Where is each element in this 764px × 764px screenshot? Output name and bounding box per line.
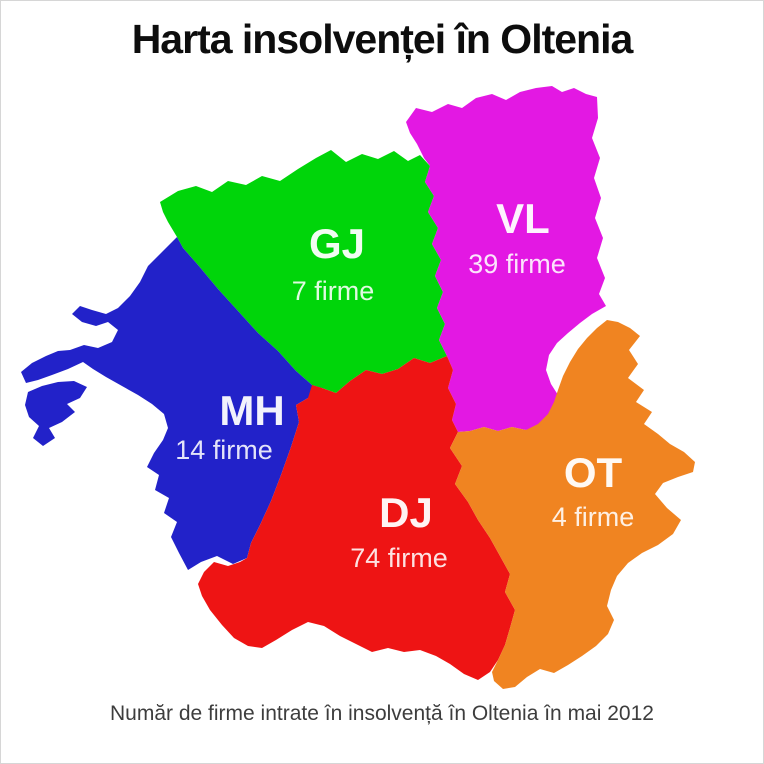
region-vl-shape — [406, 86, 606, 432]
region-dj-code-label: DJ — [379, 489, 433, 536]
region-ot-shape — [450, 320, 695, 689]
region-dj-shape — [198, 356, 515, 680]
region-mh-code-label: MH — [219, 387, 284, 434]
region-gj-shape — [160, 150, 447, 393]
region-vl-count-label: 39 firme — [468, 249, 566, 279]
map-caption: Număr de firme intrate în insolvență în … — [110, 702, 654, 725]
region-mh-west-fingers — [25, 381, 87, 446]
region-gj-code-label: GJ — [309, 220, 365, 267]
region-ot-count-label: 4 firme — [552, 502, 635, 532]
region-vl-code-label: VL — [496, 195, 550, 242]
region-gj-count-label: 7 firme — [292, 276, 375, 306]
region-ot-code-label: OT — [564, 449, 623, 496]
region-mh-shape — [21, 237, 322, 570]
page-title: Harta insolvenței în Oltenia — [131, 16, 634, 62]
region-dj-count-label: 74 firme — [350, 543, 448, 573]
region-mh-count-label: 14 firme — [175, 435, 273, 465]
